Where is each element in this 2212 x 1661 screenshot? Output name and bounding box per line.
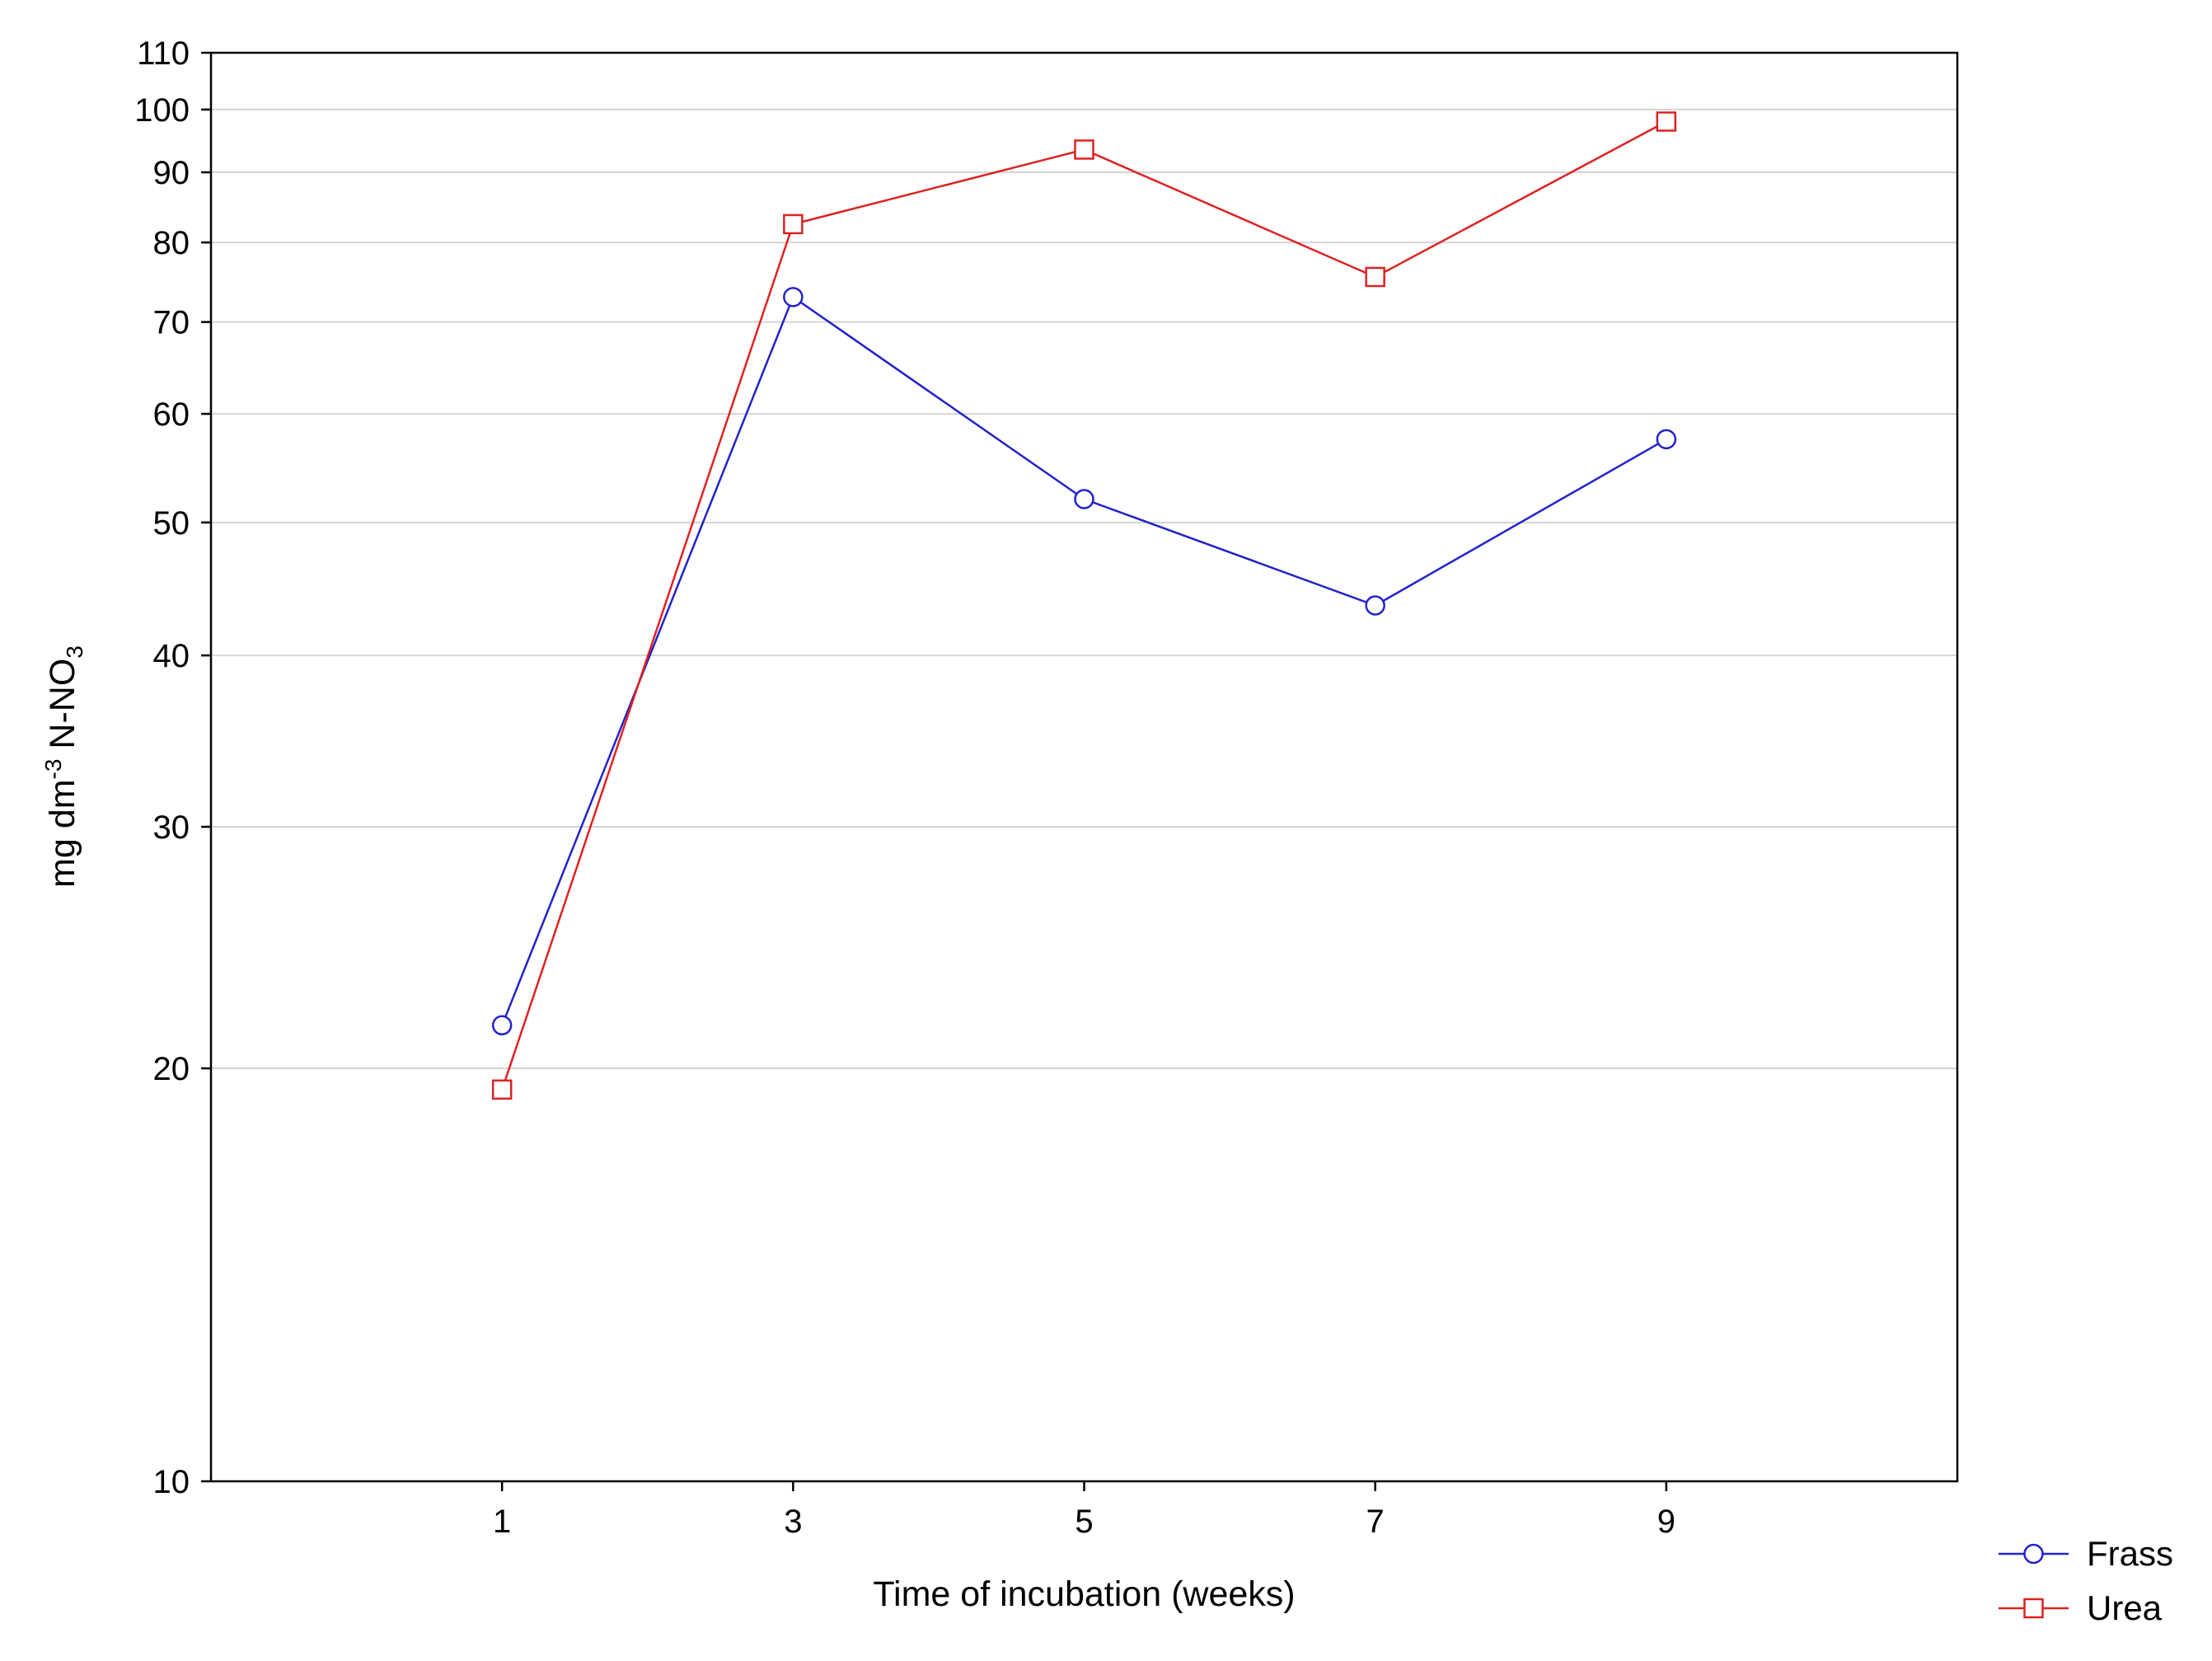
y-axis-title-superscript: -3 <box>40 759 66 780</box>
data-point-frass <box>1365 595 1385 616</box>
legend-label-urea: Urea <box>2087 1588 2163 1627</box>
x-tick-label: 5 <box>1075 1504 1093 1540</box>
data-point-frass <box>1656 429 1677 450</box>
y-tick-label: 100 <box>134 92 190 129</box>
gridlines <box>211 108 1957 1070</box>
y-axis-title-main: mg dm <box>43 779 82 887</box>
y-axis-title-rest: N-NO <box>43 659 82 759</box>
y-tick-label: 20 <box>153 1051 190 1087</box>
data-point-urea <box>491 1079 513 1100</box>
data-point-urea <box>1656 111 1677 132</box>
legend-label-frass: Frass <box>2087 1534 2173 1573</box>
y-tick-label: 40 <box>153 638 190 674</box>
data-point-urea <box>1365 266 1385 288</box>
x-tick-label: 3 <box>784 1504 802 1540</box>
y-tick-label: 110 <box>137 35 190 72</box>
y-tick-label: 60 <box>153 396 190 433</box>
y-tick-label: 10 <box>153 1464 190 1500</box>
y-axis-title-subscript: 3 <box>62 645 87 659</box>
x-tick-label: 9 <box>1657 1504 1675 1540</box>
data-point-frass <box>491 1015 513 1036</box>
legend: Frass Urea <box>1999 1534 2173 1627</box>
y-tick-label: 90 <box>153 155 190 191</box>
x-tick-label: 1 <box>493 1504 511 1540</box>
y-axis: 10 20 30 40 50 60 70 80 90 100 110 <box>134 35 211 1500</box>
legend-marker-urea <box>2023 1598 2044 1619</box>
y-tick-label: 80 <box>153 225 190 261</box>
y-tick-label: 50 <box>153 505 190 542</box>
x-tick-label: 7 <box>1366 1504 1385 1540</box>
x-axis-title: Time of incubation (weeks) <box>873 1574 1295 1614</box>
y-axis-title: mg dm-3 N-NO3 <box>40 645 87 888</box>
data-point-urea <box>783 213 804 235</box>
data-point-frass <box>783 287 804 307</box>
legend-marker-frass <box>2023 1543 2044 1565</box>
y-tick-label: 30 <box>153 809 190 846</box>
series-layer <box>491 111 1677 1100</box>
x-axis: 1 3 5 7 9 <box>493 1481 1675 1540</box>
data-point-urea <box>1074 139 1094 160</box>
y-tick-label: 70 <box>153 305 190 341</box>
data-point-frass <box>1074 489 1094 509</box>
